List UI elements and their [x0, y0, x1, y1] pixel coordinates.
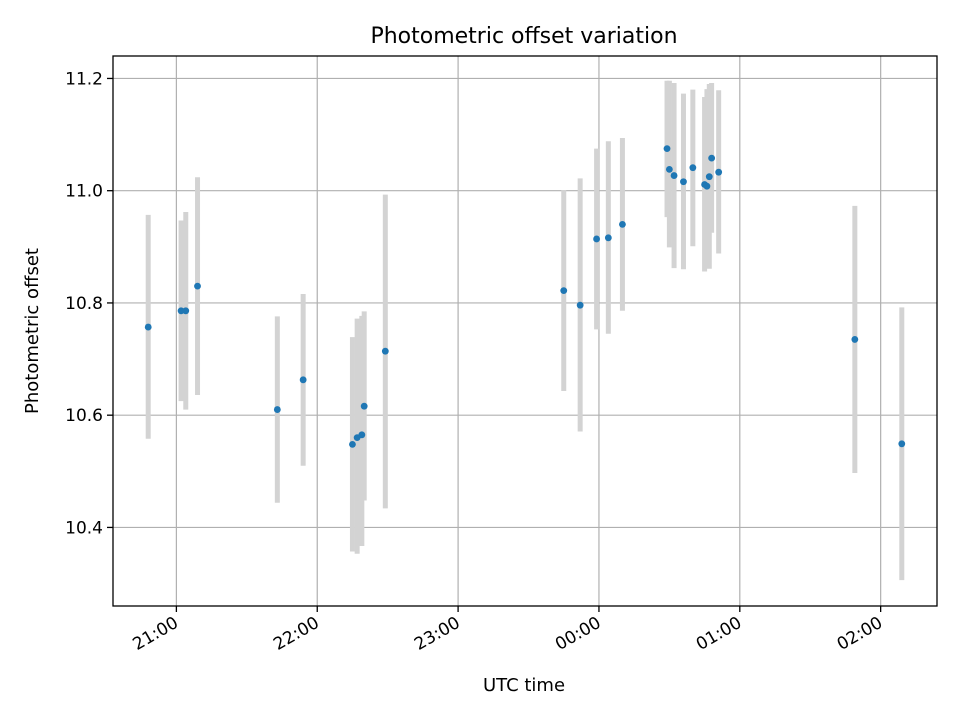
data-point	[715, 168, 723, 176]
data-point	[604, 234, 612, 242]
y-tick-label: 11.0	[65, 182, 103, 202]
x-tick-label: 02:00	[834, 613, 886, 655]
data-point	[593, 235, 601, 243]
chart-title: Photometric offset variation	[370, 24, 677, 49]
plot-frame	[112, 55, 938, 607]
y-tick-label: 10.4	[65, 518, 103, 538]
data-point	[360, 402, 368, 410]
data-point	[665, 165, 673, 173]
tick-layer: 21:00 22:00 23:00 00:00 01:00 02:00 10.4 10.6 10…	[65, 69, 886, 654]
x-tick-label: 22:00	[270, 613, 322, 655]
data-point	[299, 376, 307, 384]
data-point	[144, 323, 152, 331]
data-point	[705, 173, 713, 181]
data-point	[576, 301, 584, 309]
data-point	[680, 178, 687, 186]
data-point	[619, 220, 626, 228]
data-point	[182, 307, 190, 315]
x-tick-label: 01:00	[693, 613, 745, 655]
data-point	[358, 431, 366, 439]
errorbar-layer	[145, 80, 905, 581]
y-axis-label: Photometric offset	[22, 248, 43, 414]
x-tick-label: 23:00	[411, 613, 463, 655]
x-axis-label: UTC time	[483, 675, 565, 696]
data-point	[898, 440, 906, 448]
y-tick-label: 10.6	[65, 406, 103, 426]
data-point	[703, 182, 711, 190]
data-point	[177, 307, 185, 315]
data-point	[663, 145, 671, 153]
grid-layer	[113, 56, 937, 606]
x-tick-label: 00:00	[552, 613, 604, 655]
data-point	[381, 347, 389, 355]
data-point	[194, 282, 201, 290]
y-tick-label: 10.8	[65, 294, 103, 314]
y-tick-label: 11.2	[65, 69, 103, 89]
data-point	[851, 336, 859, 343]
data-point	[560, 287, 568, 294]
x-tick-label: 21:00	[129, 613, 181, 655]
point-layer	[144, 145, 906, 448]
data-point	[670, 172, 678, 179]
data-point	[273, 406, 281, 413]
data-point	[708, 154, 716, 162]
data-point	[349, 440, 356, 448]
data-point	[689, 164, 697, 172]
